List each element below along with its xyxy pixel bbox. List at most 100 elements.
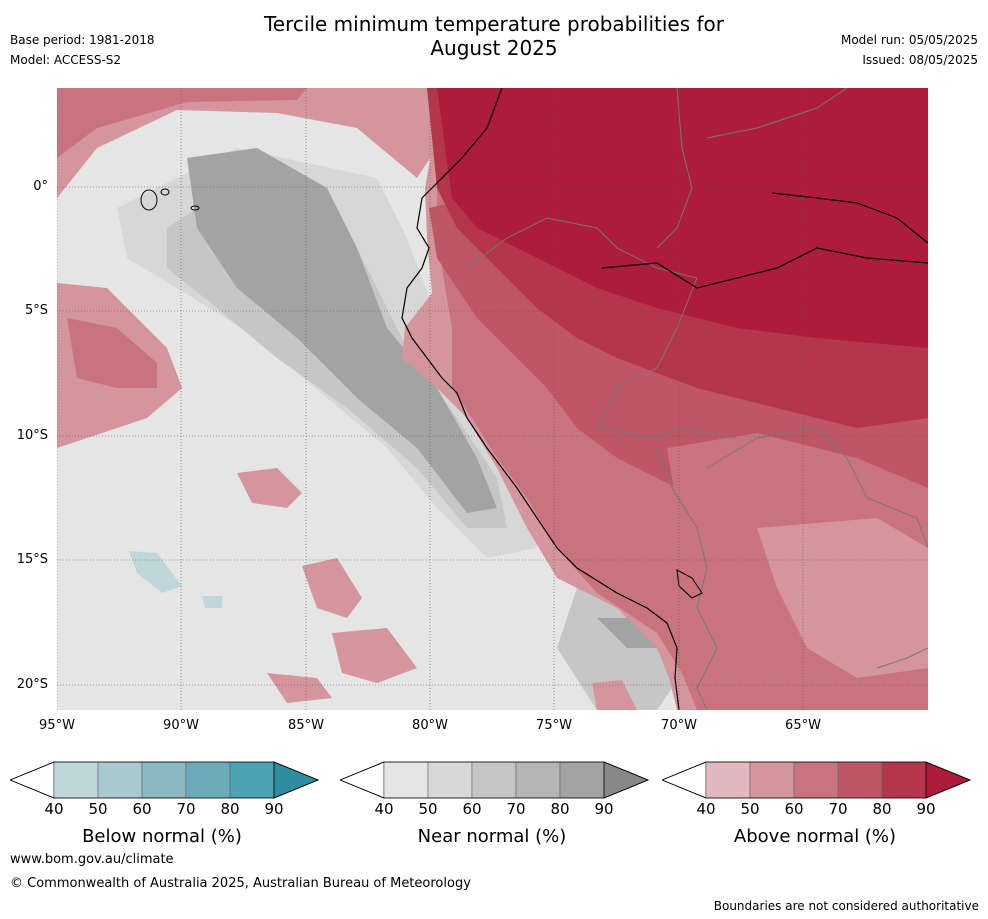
footer-disclaimer: Boundaries are not considered authoritat… <box>713 899 979 913</box>
lat-label-10s: 10°S <box>16 428 48 443</box>
colorbar-above-tick: 60 <box>784 800 804 818</box>
colorbar-above-tick: 40 <box>696 800 716 818</box>
lat-label-15s: 15°S <box>16 552 48 567</box>
issued-date: Issued: 08/05/2025 <box>862 53 978 67</box>
colorbar-below-title: Below normal (%) <box>82 826 242 847</box>
lat-label-5s: 5°S <box>24 303 48 318</box>
above-patch-5 <box>592 680 637 710</box>
model-name: Model: ACCESS-S2 <box>10 53 122 67</box>
lat-label-0: 0° <box>33 179 48 194</box>
colorbar-below-segment <box>229 761 275 799</box>
footer-copyright: © Commonwealth of Australia 2025, Austra… <box>10 876 471 891</box>
colorbar-above-segment <box>793 761 839 799</box>
colorbar-below-segment <box>185 761 231 799</box>
above-north-ocean-70 <box>57 88 307 158</box>
title-line-2: August 2025 <box>430 36 558 60</box>
above-patch-1 <box>237 468 302 508</box>
colorbar-below-tick: 90 <box>264 800 284 818</box>
colorbar-near-segment <box>559 761 605 799</box>
border-colombia-brazil <box>656 88 693 249</box>
meta-left: Base period: 1981-2018 Model: ACCESS-S2 <box>10 30 155 70</box>
colorbar-near-low-ext <box>340 761 385 799</box>
map-title: Tercile minimum temperature probabilitie… <box>0 12 988 60</box>
above-patch-4 <box>267 673 332 703</box>
colorbar-near-tick: 80 <box>550 800 570 818</box>
colorbar-above-high-ext <box>925 761 972 799</box>
above-north-ocean <box>57 88 437 198</box>
colorbar-below-tick: 40 <box>44 800 64 818</box>
colorbar-above-segment <box>705 761 751 799</box>
lon-label-70w: 70°W <box>661 718 697 733</box>
colorbar-near-tick: 60 <box>462 800 482 818</box>
colorbar-below-tick: 60 <box>132 800 152 818</box>
colorbar-near-tick: 40 <box>374 800 394 818</box>
colorbar-above-segment <box>749 761 795 799</box>
border-bolivia-brazil <box>706 427 928 549</box>
colorbar-above-tick: 80 <box>872 800 892 818</box>
lon-label-90w: 90°W <box>163 718 199 733</box>
model-run: Model run: 05/05/2025 <box>840 33 978 47</box>
colorbar-above-low-ext <box>662 761 707 799</box>
meta-right: Model run: 05/05/2025 Issued: 08/05/2025 <box>841 30 978 70</box>
colorbar-above-tick: 90 <box>916 800 936 818</box>
colorbar-above-title: Above normal (%) <box>733 826 897 847</box>
colorbar-near-tick: 70 <box>506 800 526 818</box>
coastline <box>401 88 680 710</box>
galapagos-santa-cruz <box>160 188 170 196</box>
colorbar-below-tick: 50 <box>88 800 108 818</box>
below-patch-1 <box>129 551 182 593</box>
colorbar-above-tick: 70 <box>828 800 848 818</box>
colorbar-below-tick: 70 <box>176 800 196 818</box>
colorbar-above <box>662 761 972 799</box>
colorbar-below-segment <box>53 761 99 799</box>
probability-map <box>57 88 928 710</box>
lake-titicaca <box>676 569 703 599</box>
galapagos-isabela <box>140 189 158 211</box>
colorbar-near-segment <box>427 761 473 799</box>
border-colombia-venezuela <box>706 88 848 139</box>
border-peru-brazil <box>596 277 738 439</box>
colorbar-above-tick: 50 <box>740 800 760 818</box>
colorbar-near <box>340 761 650 799</box>
lon-label-75w: 75°W <box>536 718 572 733</box>
land-above-max <box>437 88 928 348</box>
colorbar-near-high-ext <box>603 761 650 799</box>
colorbar-below-tick: 80 <box>220 800 240 818</box>
above-patch-2 <box>302 558 362 618</box>
colorbar-near-segment <box>471 761 517 799</box>
amazon-river <box>601 247 928 289</box>
colorbar-above-segment <box>881 761 927 799</box>
lon-label-65w: 65°W <box>785 718 821 733</box>
border-ecuador-peru <box>466 217 698 279</box>
above-west-blob-70 <box>67 318 157 388</box>
rio-negro <box>771 192 928 244</box>
bolivia-above-50 <box>757 518 928 678</box>
colorbar-below-low-ext <box>10 761 55 799</box>
lon-label-80w: 80°W <box>412 718 448 733</box>
base-period: Base period: 1981-2018 <box>10 33 155 47</box>
colorbar-near-segment <box>383 761 429 799</box>
colorbar-below-outline <box>10 761 320 799</box>
colorbar-near-title: Near normal (%) <box>417 826 567 847</box>
lon-label-95w: 95°W <box>39 718 75 733</box>
lon-label-85w: 85°W <box>288 718 324 733</box>
lat-label-20s: 20°S <box>16 677 48 692</box>
colorbar-near-tick: 50 <box>418 800 438 818</box>
colorbar-below-high-ext <box>273 761 320 799</box>
footer-url[interactable]: www.bom.gov.au/climate <box>10 852 174 867</box>
colorbar-below <box>10 761 320 799</box>
graticule <box>57 88 928 710</box>
colorbar-below-segment <box>141 761 187 799</box>
colorbar-above-segment <box>837 761 883 799</box>
galapagos-san-cristobal <box>190 205 200 211</box>
border-peru-bolivia <box>656 447 718 710</box>
border-bolivia-south <box>876 647 928 669</box>
title-line-1: Tercile minimum temperature probabilitie… <box>263 12 725 36</box>
colorbar-above-outline <box>662 761 972 799</box>
above-patch-3 <box>332 628 417 683</box>
colorbar-near-outline <box>340 761 650 799</box>
colorbar-near-segment <box>515 761 561 799</box>
colorbar-near-tick: 90 <box>594 800 614 818</box>
near-normal-80 <box>187 148 497 513</box>
colorbar-below-segment <box>97 761 143 799</box>
